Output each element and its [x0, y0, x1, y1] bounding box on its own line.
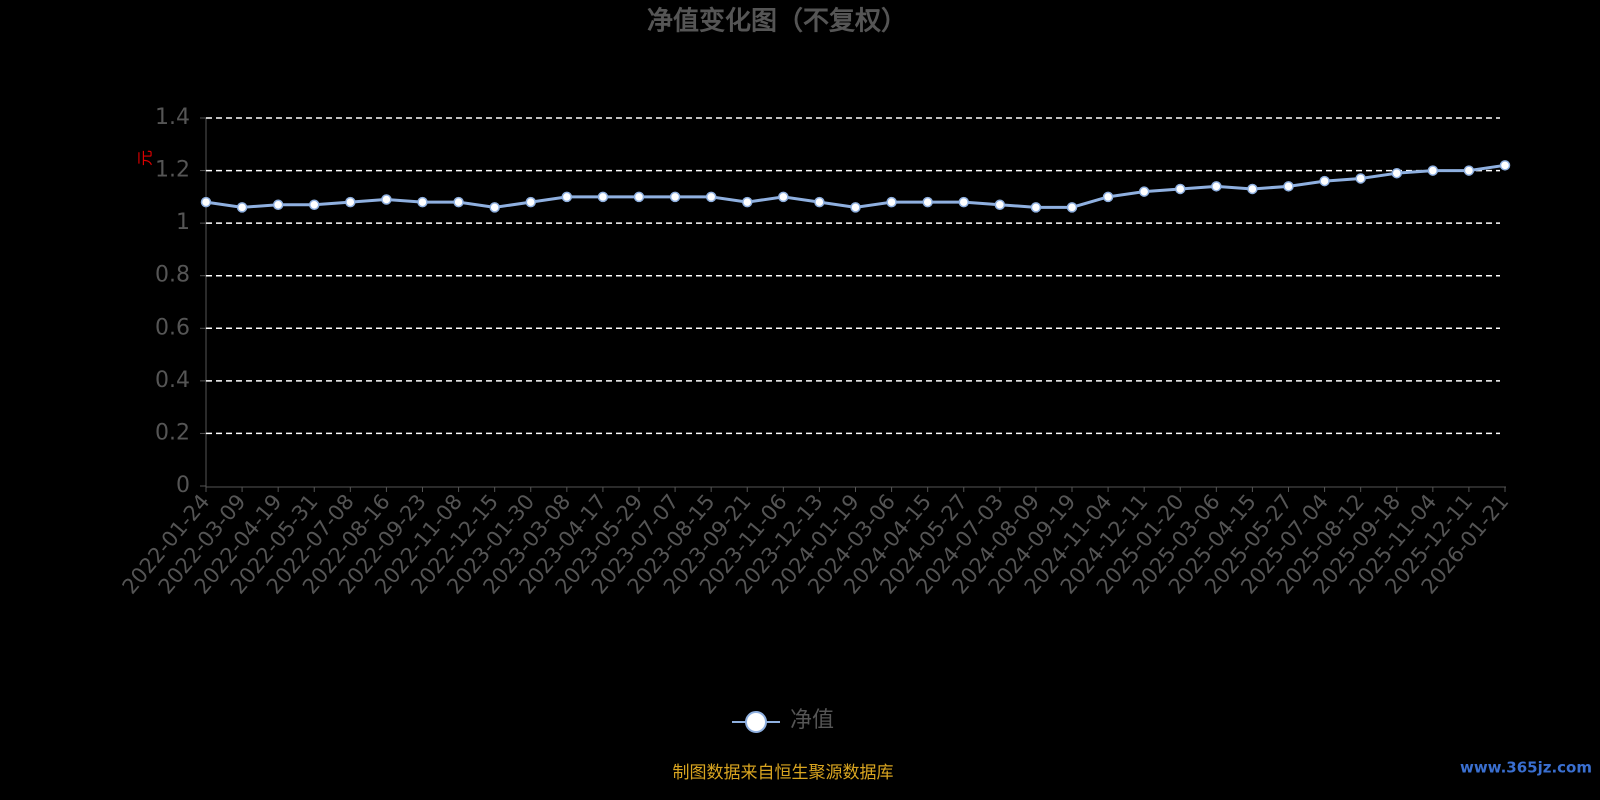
data-point	[1391, 167, 1402, 179]
data-point	[1138, 186, 1150, 197]
data-point	[272, 199, 284, 210]
data-point	[1102, 191, 1114, 203]
chart-title: 净值变化图（不复权）	[647, 6, 907, 37]
data-point	[1175, 183, 1186, 195]
y-tick-label: 0.8	[155, 263, 190, 288]
data-point	[417, 196, 428, 208]
data-point	[633, 191, 645, 203]
source-note: 制图数据来自恒生聚源数据库	[673, 763, 894, 783]
data-point	[453, 196, 464, 208]
y-tick-label: 0.6	[155, 315, 190, 340]
data-point	[525, 196, 536, 208]
data-point	[381, 194, 392, 205]
data-point	[958, 196, 969, 208]
legend-marker	[745, 711, 767, 733]
data-point	[561, 191, 573, 203]
data-point	[1499, 160, 1511, 171]
y-tick-label: 1	[176, 210, 190, 235]
data-point	[886, 196, 897, 208]
data-point	[814, 196, 825, 208]
y-tick-label: 1.2	[155, 158, 190, 183]
data-point	[200, 196, 212, 208]
data-point	[309, 199, 320, 210]
legend: 净值	[732, 708, 834, 733]
series-line	[205, 163, 1506, 209]
data-point	[1319, 175, 1330, 187]
data-point	[850, 202, 861, 213]
legend-label: 净值	[790, 708, 834, 733]
data-point	[1463, 165, 1475, 176]
data-point	[1066, 202, 1078, 213]
data-point	[345, 196, 356, 208]
data-point	[1427, 165, 1439, 176]
y-tick-label: 0.2	[155, 420, 190, 445]
data-point	[1355, 173, 1366, 184]
data-point	[742, 196, 753, 208]
y-tick-label: 0	[176, 473, 190, 498]
y-tick-label: 0.4	[155, 368, 190, 393]
data-point	[489, 202, 500, 213]
data-point	[705, 191, 717, 203]
data-point	[1030, 202, 1042, 213]
data-point	[1247, 183, 1258, 195]
data-point	[236, 202, 248, 213]
data-point	[669, 191, 681, 203]
data-point	[922, 196, 933, 208]
data-point	[778, 191, 789, 203]
y-axis-label: 元	[136, 150, 155, 166]
watermark: www.365jz.com	[1460, 759, 1592, 777]
data-point	[1211, 181, 1222, 192]
data-point	[1283, 181, 1294, 192]
data-point	[597, 191, 609, 203]
y-tick-label: 1.4	[155, 105, 190, 130]
data-point	[994, 199, 1006, 210]
